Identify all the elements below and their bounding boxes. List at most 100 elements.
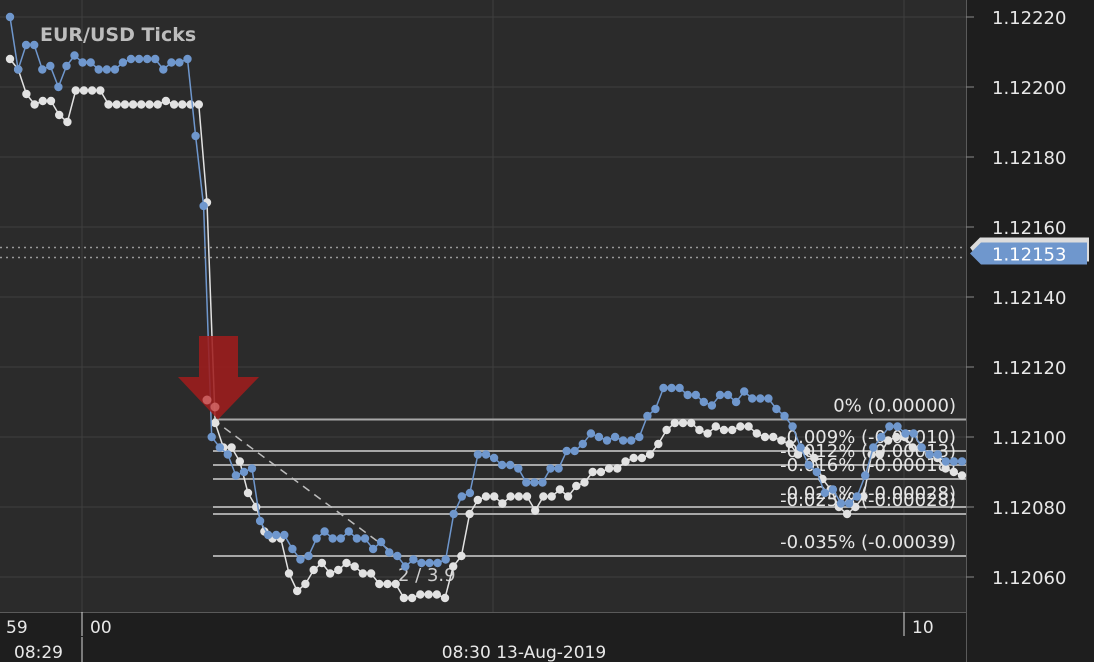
measure-line xyxy=(212,418,393,553)
ask-point xyxy=(941,457,951,466)
bid-point xyxy=(161,96,171,106)
ask-point xyxy=(715,390,725,400)
tick-series xyxy=(5,12,967,603)
bid-point xyxy=(440,593,450,603)
ask-point xyxy=(586,429,596,438)
bid-point xyxy=(153,100,162,109)
ask-point xyxy=(699,397,708,407)
ask-point xyxy=(675,383,684,393)
bid-point xyxy=(941,464,950,473)
bid-point xyxy=(752,429,761,438)
ask-point xyxy=(869,443,878,452)
bid-point xyxy=(555,485,565,494)
bid-point xyxy=(728,425,737,435)
time-axis-panel[interactable] xyxy=(0,612,966,662)
bid-point xyxy=(875,450,885,459)
ask-point xyxy=(949,457,959,466)
bid-point xyxy=(96,86,105,95)
bid-point xyxy=(842,509,852,519)
ask-point xyxy=(764,394,773,403)
bid-point xyxy=(613,464,622,473)
ask-point xyxy=(183,54,192,64)
ask-point xyxy=(852,492,862,501)
bid-point xyxy=(46,96,56,106)
ask-point xyxy=(78,58,87,67)
bid-point xyxy=(391,579,400,589)
ask-point xyxy=(562,446,571,456)
bid-point xyxy=(777,436,786,445)
plot-area[interactable] xyxy=(0,0,966,612)
ask-point xyxy=(62,61,71,71)
ask-point xyxy=(836,499,846,508)
bid-point xyxy=(736,422,745,431)
fib-level-label: -0.035% (-0.00039) xyxy=(780,532,956,553)
ask-point xyxy=(239,467,249,477)
bid-point xyxy=(71,86,80,95)
bid-point xyxy=(851,502,860,512)
price-tick-label: 1.12140 xyxy=(992,288,1066,309)
ask-series xyxy=(5,12,967,571)
ask-point xyxy=(812,467,821,477)
bid-point xyxy=(522,492,532,501)
minute-mark-label: 59 xyxy=(6,618,28,638)
bid-point xyxy=(334,565,343,575)
ask-point xyxy=(433,558,442,568)
ask-point xyxy=(901,429,910,438)
bid-point xyxy=(424,590,433,599)
price-tick-label: 1.12100 xyxy=(992,428,1066,449)
bid-point xyxy=(358,569,368,578)
ask-point xyxy=(352,534,362,543)
ask-point xyxy=(151,54,160,64)
ask-point xyxy=(925,450,934,459)
bid-point xyxy=(38,96,47,106)
ask-point xyxy=(861,471,870,480)
bid-point xyxy=(235,457,244,466)
bid-point xyxy=(498,499,507,508)
measure-tool[interactable]: 2 / 3.9 xyxy=(212,418,456,587)
bid-point xyxy=(695,425,704,435)
ask-point xyxy=(828,485,838,494)
ask-point xyxy=(312,534,321,543)
ask-point xyxy=(401,562,410,571)
ask-point xyxy=(280,530,289,540)
bid-point xyxy=(793,450,803,459)
ask-point xyxy=(368,544,378,554)
ask-point xyxy=(5,12,15,22)
bid-point xyxy=(104,100,113,109)
bid-point xyxy=(5,54,15,64)
ask-point xyxy=(804,460,813,470)
ask-point xyxy=(296,555,305,564)
ask-point xyxy=(272,530,281,540)
bid-point xyxy=(539,492,548,501)
bid-point xyxy=(301,579,310,589)
ask-point xyxy=(360,534,370,543)
bid-point xyxy=(178,100,187,109)
ask-point xyxy=(336,534,345,543)
bid-point xyxy=(654,439,663,449)
bid-point xyxy=(186,100,195,109)
price-tick-label: 1.12080 xyxy=(992,498,1066,519)
price-axis-panel[interactable] xyxy=(966,0,1094,662)
bid-point xyxy=(490,492,499,501)
bid-point xyxy=(112,100,121,109)
bid-point xyxy=(859,492,868,501)
minute-mark-label: 10 xyxy=(912,618,934,638)
bid-point xyxy=(670,418,679,428)
current-price-label: 1.12153 xyxy=(992,245,1066,266)
bid-point xyxy=(588,467,597,477)
ask-point xyxy=(264,530,273,540)
ask-point xyxy=(506,460,515,470)
ask-point xyxy=(134,54,144,64)
ask-point xyxy=(481,450,491,459)
signal-point xyxy=(210,402,220,412)
ask-point xyxy=(94,65,103,74)
bid-point xyxy=(892,432,901,442)
ask-point xyxy=(118,58,128,67)
bid-point xyxy=(227,443,236,452)
bid-point xyxy=(399,593,409,603)
ask-point xyxy=(731,397,741,407)
ask-point xyxy=(602,436,612,445)
ask-point xyxy=(328,534,337,543)
bid-point xyxy=(120,100,130,109)
